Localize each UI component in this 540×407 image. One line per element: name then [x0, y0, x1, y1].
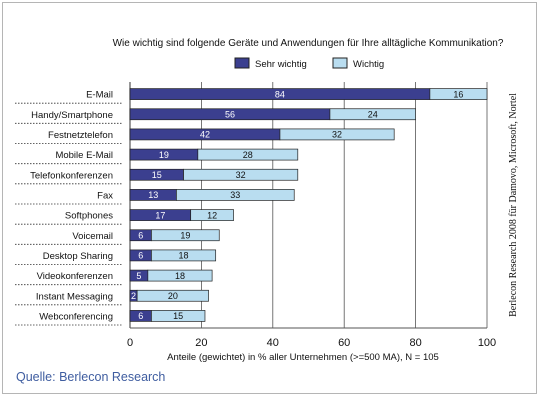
bar-wichtig — [183, 168, 299, 181]
bar-wichtig — [190, 209, 234, 221]
bar-wichtig — [329, 108, 416, 121]
x-tick-label: 40 — [267, 337, 279, 349]
data-label: 84 — [275, 89, 285, 99]
x-tick-labels: 0 20 40 60 80 100 — [127, 337, 496, 349]
data-label: 16 — [453, 89, 463, 99]
category-label: Mobile E-Mail — [55, 150, 113, 161]
data-label: 6 — [138, 230, 143, 240]
data-label: 19 — [180, 230, 190, 240]
data-label: 12 — [207, 210, 217, 220]
side-note: Berlecon Research 2008 für Damovo, Micro… — [508, 93, 519, 317]
x-tick-label: 60 — [338, 337, 350, 349]
data-label: 19 — [159, 150, 169, 160]
bar-wichtig — [176, 189, 295, 201]
category-label: Videokonferenzen — [37, 271, 113, 282]
data-label: 33 — [230, 190, 240, 200]
category-label: Instant Messaging — [36, 291, 113, 302]
legend-swatch-sehr-wichtig — [234, 57, 250, 69]
category-labels: E-Mail Handy/Smartphone Festnetztelefon Mob… — [15, 90, 123, 326]
chart-title: Wie wichtig sind folgende Geräte und Anw… — [113, 38, 504, 49]
grid — [129, 82, 488, 329]
bar-wichtig — [279, 128, 395, 141]
bar-wichtig — [151, 310, 206, 322]
data-label: 5 — [136, 271, 141, 281]
x-tick-label: 20 — [195, 337, 207, 349]
bar-wichtig — [429, 88, 488, 100]
bar-wichtig — [197, 148, 299, 161]
category-label: Festnetztelefon — [48, 130, 113, 141]
data-label: 24 — [368, 109, 378, 119]
data-label: 42 — [200, 130, 210, 140]
data-label: 15 — [152, 170, 162, 180]
x-tick-label: 100 — [478, 337, 496, 349]
x-tick-label: 80 — [409, 337, 421, 349]
category-label: Softphones — [65, 211, 113, 222]
category-label: Fax — [97, 190, 113, 201]
source-note: Quelle: Berlecon Research — [16, 370, 166, 384]
data-label: 32 — [332, 130, 342, 140]
data-label: 18 — [175, 271, 185, 281]
legend-swatch-wichtig — [332, 57, 348, 69]
data-label: 15 — [173, 311, 183, 321]
x-tick-label: 0 — [127, 337, 133, 349]
data-label: 32 — [236, 170, 246, 180]
data-label: 6 — [138, 251, 143, 261]
data-label: 56 — [225, 109, 235, 119]
data-label: 20 — [168, 291, 178, 301]
category-label: Telefonkonferenzen — [30, 170, 113, 181]
legend-label-wichtig: Wichtig — [353, 59, 384, 70]
category-label: Webconferencing — [39, 311, 113, 322]
category-label: Desktop Sharing — [43, 251, 113, 262]
data-label: 6 — [138, 311, 143, 321]
bars: 84 16 56 24 42 32 19 28 15 32 13 33 17 12 6 19 6 18 5 18 2 20… — [129, 88, 488, 322]
category-label: E-Mail — [86, 90, 113, 101]
x-axis-label: Anteile (gewichtet) in % aller Unternehm… — [167, 352, 439, 363]
data-label: 17 — [155, 210, 165, 220]
chart-svg: Wie wichtig sind folgende Geräte und Anw… — [15, 38, 519, 363]
data-label: 2 — [131, 291, 136, 301]
chart-frame: Wie wichtig sind folgende Geräte und Anw… — [2, 2, 537, 394]
data-label: 18 — [179, 251, 189, 261]
bar-wichtig — [147, 269, 213, 282]
bar-wichtig — [136, 289, 209, 302]
legend: Sehr wichtig Wichtig — [234, 57, 384, 70]
data-label: 13 — [148, 190, 158, 200]
legend-label-sehr-wichtig: Sehr wichtig — [255, 59, 307, 70]
data-label: 28 — [243, 150, 253, 160]
bar-wichtig — [151, 229, 220, 242]
category-label: Handy/Smartphone — [31, 110, 113, 121]
bar-wichtig — [151, 249, 217, 262]
category-label: Voicemail — [72, 231, 113, 242]
